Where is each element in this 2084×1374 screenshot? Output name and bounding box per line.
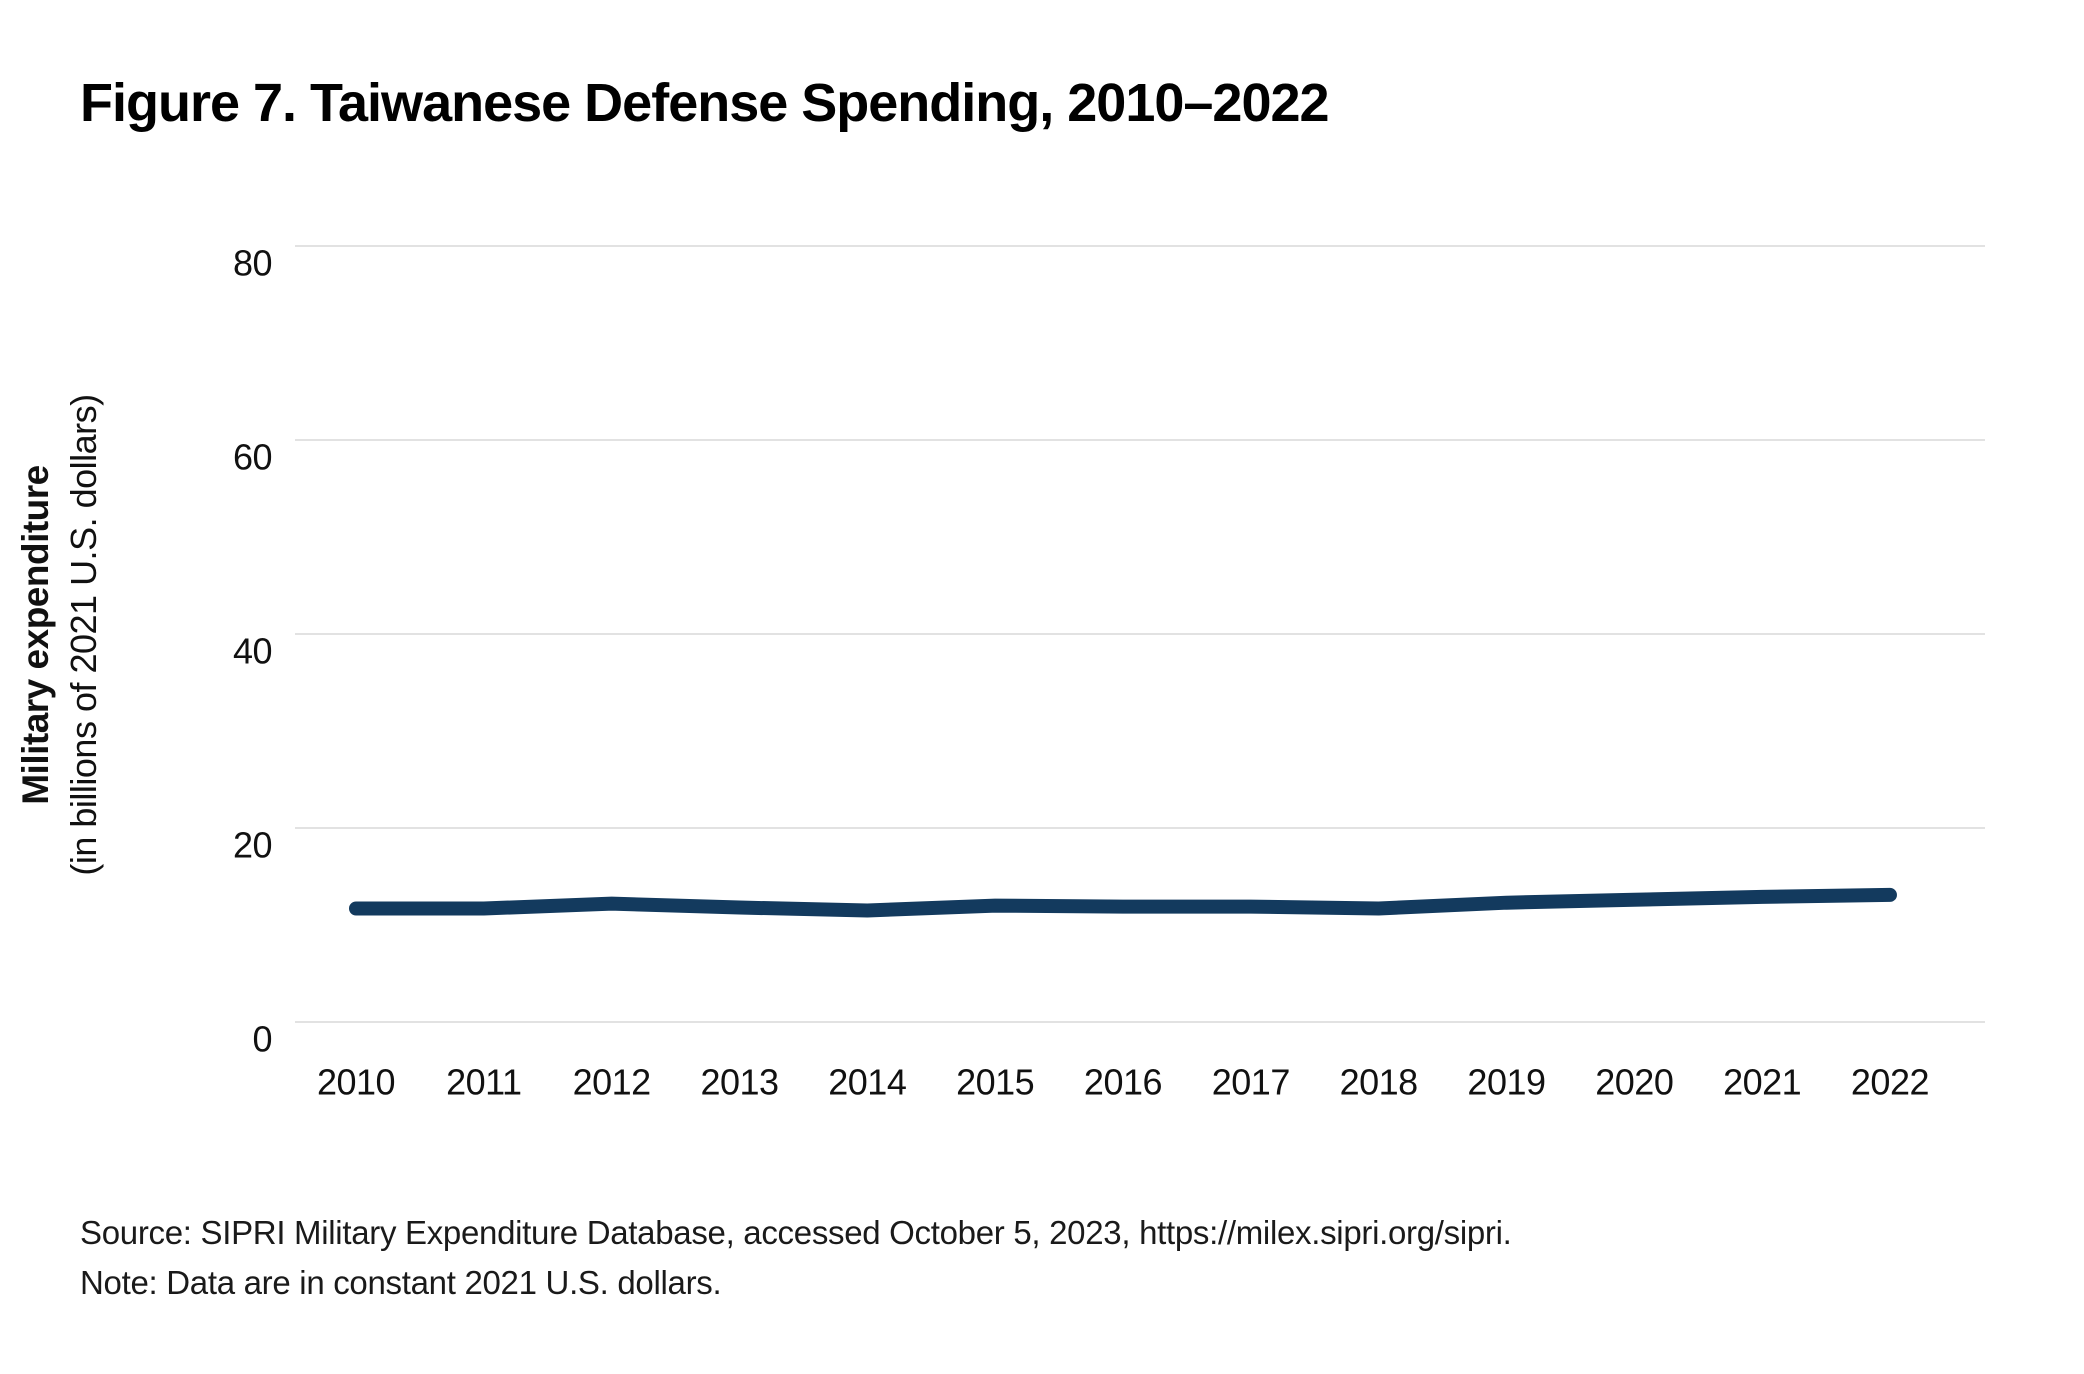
y-tick-label-0: 0	[252, 1019, 272, 1060]
x-tick-label-2016: 2016	[1084, 1062, 1162, 1103]
y-tick-label-40: 40	[233, 631, 272, 672]
source-text: Source: SIPRI Military Expenditure Datab…	[80, 1214, 1512, 1251]
x-tick-label-2015: 2015	[956, 1062, 1034, 1103]
y-tick-label-20: 20	[233, 825, 272, 866]
x-tick-label-2021: 2021	[1723, 1062, 1801, 1103]
x-tick-label-2012: 2012	[573, 1062, 651, 1103]
x-tick-label-2020: 2020	[1595, 1062, 1673, 1103]
note-text: Note: Data are in constant 2021 U.S. dol…	[80, 1264, 722, 1301]
y-tick-label-80: 80	[233, 243, 272, 284]
x-tick-label-2010: 2010	[317, 1062, 395, 1103]
x-tick-label-2013: 2013	[700, 1062, 778, 1103]
caption-block: Source: SIPRI Military Expenditure Datab…	[80, 1208, 1512, 1308]
x-tick-label-2018: 2018	[1340, 1062, 1418, 1103]
x-tick-label-2014: 2014	[828, 1062, 906, 1103]
x-tick-label-2011: 2011	[446, 1062, 521, 1103]
data-line-taiwan-spending	[349, 887, 1897, 918]
figure-title: Figure 7. Taiwanese Defense Spending, 20…	[80, 73, 1330, 133]
x-tick-label-2022: 2022	[1851, 1062, 1929, 1103]
x-tick-label-2019: 2019	[1467, 1062, 1545, 1103]
x-tick-label-2017: 2017	[1212, 1062, 1290, 1103]
y-tick-label-60: 60	[233, 437, 272, 478]
